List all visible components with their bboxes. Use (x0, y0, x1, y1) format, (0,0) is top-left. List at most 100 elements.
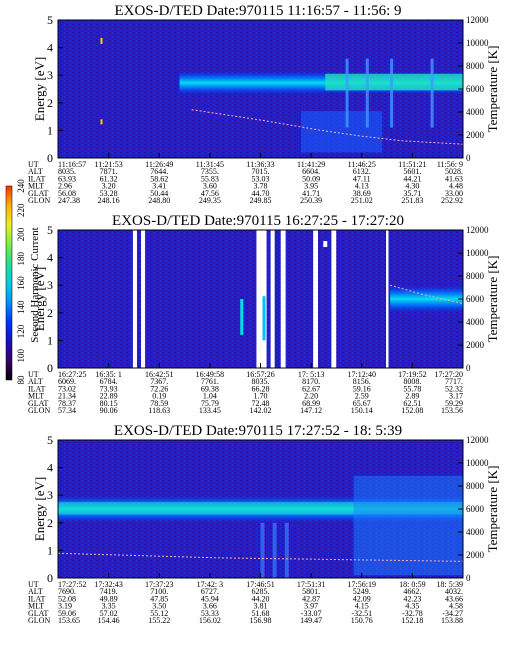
y-tick-label: 2 (47, 306, 53, 320)
y-tick-label: 3 (47, 68, 53, 82)
tick-value: 156.98 (250, 616, 272, 625)
tick-value: 142.02 (250, 406, 272, 415)
hotspot (100, 37, 103, 44)
y2-tick-label: 2000 (466, 550, 485, 560)
tick-value: 45.94 (201, 594, 219, 603)
tick-value: 73.02 (58, 384, 76, 393)
vertical-streak (272, 522, 277, 578)
vertical-streak (390, 58, 394, 128)
tick-value: 65.67 (353, 399, 371, 408)
tick-value: 2.20 (304, 392, 318, 401)
vertical-streak (240, 299, 244, 335)
y2-tick-label: 12000 (466, 15, 489, 25)
tick-value: 41.71 (302, 189, 320, 198)
tick-value: 35.71 (403, 189, 421, 198)
tick-value: 2.89 (405, 392, 419, 401)
panel-title: EXOS-D/TED Date:970115 11:16:57 - 11:56:… (114, 3, 401, 19)
vertical-streak (345, 58, 349, 128)
row-label: GLAT (28, 189, 49, 198)
tick-value: 252.92 (441, 196, 463, 205)
energy-band-core (325, 73, 463, 91)
tick-value: 52.08 (58, 594, 76, 603)
colorbar-tick-label: 100 (16, 349, 26, 363)
tick-value: 11:16:57 (58, 160, 86, 169)
y2-axis-label: Temperature [K] (485, 256, 500, 343)
data-gap (313, 230, 319, 368)
y2-tick-label: 8000 (466, 271, 485, 281)
row-label: ALT (28, 377, 43, 386)
row-label: GLON (28, 406, 50, 415)
y2-tick-label: 10000 (466, 38, 489, 48)
tick-value: -34.27 (442, 609, 463, 618)
tick-value: 4.13 (355, 182, 369, 191)
tick-value: 152.18 (401, 616, 423, 625)
tick-value: 5249. (353, 587, 371, 596)
y2-tick-label: 2000 (466, 130, 485, 140)
tick-value: 11:46:25 (348, 160, 376, 169)
hotspot (100, 119, 103, 125)
row-label: GLON (28, 196, 50, 205)
y2-tick-label: 4000 (466, 107, 485, 117)
tick-value: 63.93 (58, 174, 76, 183)
row-label: GLAT (28, 609, 49, 618)
tick-value: 21.34 (58, 392, 76, 401)
tick-value: 118.63 (148, 406, 170, 415)
tick-value: 11:31:45 (196, 160, 224, 169)
tick-value: -32.78 (402, 609, 423, 618)
tick-value: 41.63 (445, 174, 463, 183)
tick-value: 4.58 (449, 602, 463, 611)
tick-value: 58.62 (150, 174, 168, 183)
vertical-streak (262, 296, 266, 341)
tick-value: 80.15 (100, 399, 118, 408)
tick-value: 247.38 (58, 196, 80, 205)
data-gap (280, 230, 286, 368)
colorbar-tick-label: 80 (16, 375, 26, 385)
data-gap (386, 230, 389, 368)
temperature-trace (57, 552, 464, 562)
tick-value: 56.08 (58, 189, 76, 198)
tick-value: 42.09 (353, 594, 371, 603)
tick-value: 7419. (100, 587, 118, 596)
data-gap (256, 230, 267, 368)
tick-value: 59.06 (58, 609, 76, 618)
tick-value: 17: 5:13 (298, 370, 324, 379)
tick-value: 6285. (252, 587, 270, 596)
tick-value: 6727. (201, 587, 219, 596)
tick-value: 47.56 (201, 189, 219, 198)
tick-value: 47.85 (150, 594, 168, 603)
tick-value: 78.37 (58, 399, 76, 408)
colorbar: 80 100 120 140 160 180 200 220 240 Second Harmon… (5, 179, 41, 385)
y2-tick-label: 6000 (466, 504, 485, 514)
tick-value: 6132. (353, 167, 371, 176)
tick-value: 3.19 (58, 602, 72, 611)
tick-value: 53.33 (201, 609, 219, 618)
tick-value: 3.81 (254, 602, 268, 611)
tick-value: 53.28 (100, 189, 118, 198)
colorbar-tick-label: 220 (16, 203, 26, 217)
tick-value: 16:35: 1 (95, 370, 121, 379)
tick-value: 75.79 (201, 399, 219, 408)
tick-value: 57.34 (58, 406, 76, 415)
tick-value: 3.41 (152, 182, 166, 191)
tick-value: 38.69 (353, 189, 371, 198)
y-tick-label: 2 (47, 96, 53, 110)
tick-value: 59.29 (445, 399, 463, 408)
tick-value: 5801. (302, 587, 320, 596)
y2-tick-label: 0 (466, 153, 471, 163)
y2-tick-label: 8000 (466, 61, 485, 71)
tick-value: 7717. (445, 377, 463, 386)
tick-value: 7690. (58, 587, 76, 596)
y-tick-label: 0 (47, 361, 53, 375)
tick-value: 11:56: 9 (437, 160, 463, 169)
colorbar-tick-label: 120 (16, 324, 26, 338)
tick-value: 42.23 (403, 594, 421, 603)
colorbar-gradient (5, 185, 13, 381)
tick-value: 53.03 (252, 174, 270, 183)
temperature-trace (389, 284, 464, 305)
tick-value: 150.14 (351, 406, 373, 415)
tick-value: 5028. (445, 167, 463, 176)
row-label: ILAT (28, 174, 45, 183)
tick-value: 7367. (150, 377, 168, 386)
tick-value: 3.20 (102, 182, 116, 191)
tick-value: 150.76 (351, 616, 373, 625)
